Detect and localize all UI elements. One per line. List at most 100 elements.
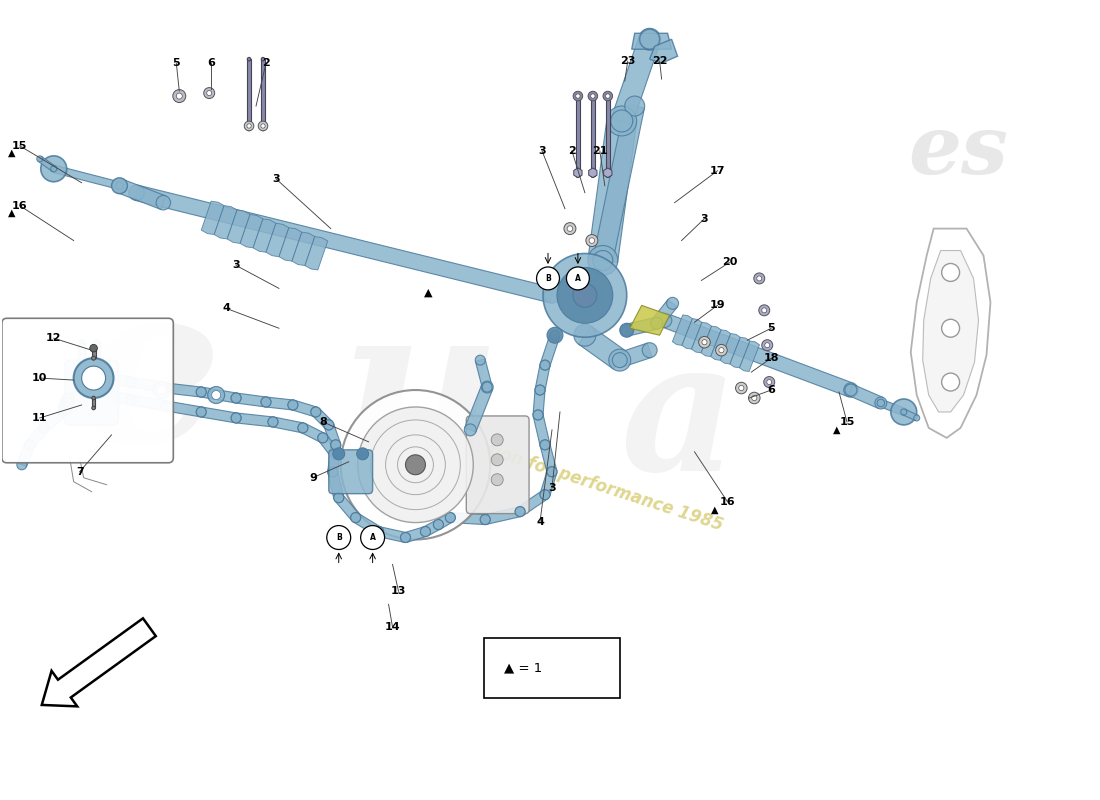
Polygon shape [292,400,317,417]
Text: A: A [370,533,375,542]
Circle shape [603,91,613,101]
Circle shape [268,417,278,427]
Polygon shape [682,318,702,349]
Circle shape [91,356,96,360]
Circle shape [535,385,544,395]
Circle shape [231,393,241,403]
Circle shape [481,514,491,525]
Circle shape [211,390,221,399]
Polygon shape [53,165,120,190]
Text: ▲: ▲ [8,148,15,158]
Circle shape [173,90,186,102]
Polygon shape [279,228,301,261]
Text: 17: 17 [710,166,725,176]
Circle shape [156,195,170,210]
Circle shape [942,373,959,391]
Text: u: u [340,292,502,508]
Circle shape [667,298,679,310]
Circle shape [36,156,43,162]
Circle shape [762,308,767,313]
Circle shape [759,305,770,316]
Polygon shape [324,423,340,446]
Circle shape [613,353,627,368]
Polygon shape [540,443,557,473]
Text: 5: 5 [768,323,776,334]
Polygon shape [26,425,47,448]
Polygon shape [91,398,96,408]
Text: 12: 12 [46,334,62,343]
Circle shape [544,288,560,303]
Circle shape [698,337,711,348]
Circle shape [534,410,543,420]
Polygon shape [629,306,670,335]
Circle shape [208,386,224,403]
Circle shape [333,493,343,502]
Circle shape [112,178,126,193]
Polygon shape [450,513,485,525]
Circle shape [537,267,560,290]
Polygon shape [424,520,441,536]
Circle shape [318,433,328,443]
Circle shape [204,87,214,98]
Circle shape [207,90,211,95]
Circle shape [515,506,525,517]
Text: 3: 3 [272,174,279,184]
Circle shape [540,490,550,500]
Polygon shape [240,214,263,248]
Circle shape [162,401,172,411]
Text: a passion for performance 1985: a passion for performance 1985 [434,425,725,534]
Text: 3: 3 [548,482,556,493]
Polygon shape [253,219,276,252]
Circle shape [492,474,503,486]
Text: 8: 8 [319,417,327,427]
Circle shape [400,533,410,542]
Polygon shape [534,414,550,446]
Circle shape [374,526,384,537]
Text: 11: 11 [32,413,47,423]
Circle shape [111,178,128,194]
Circle shape [901,409,906,415]
Circle shape [433,519,443,530]
Circle shape [543,254,627,338]
Circle shape [126,395,136,405]
Circle shape [78,362,85,369]
Polygon shape [612,36,660,125]
Circle shape [328,466,338,477]
Circle shape [540,440,550,450]
Circle shape [475,355,485,365]
Text: 15: 15 [839,417,855,427]
FancyBboxPatch shape [466,416,529,514]
Text: 4: 4 [536,517,544,526]
Polygon shape [214,206,238,239]
Circle shape [575,94,580,98]
Circle shape [331,440,341,450]
Polygon shape [591,96,595,176]
Polygon shape [300,423,324,442]
Circle shape [481,381,493,393]
Text: ▲: ▲ [8,208,15,218]
Circle shape [650,318,662,330]
Text: B: B [546,274,551,283]
Polygon shape [377,526,407,542]
Polygon shape [353,514,382,536]
Polygon shape [305,237,328,270]
Polygon shape [266,223,289,257]
Polygon shape [848,385,883,409]
Circle shape [196,407,206,417]
Polygon shape [692,322,712,353]
Circle shape [845,384,857,396]
Text: es: es [909,111,1009,191]
Circle shape [535,385,544,395]
Circle shape [91,406,96,410]
Circle shape [126,377,136,387]
Circle shape [81,366,106,390]
Circle shape [620,324,632,336]
Polygon shape [540,470,557,496]
Circle shape [844,383,858,398]
Polygon shape [106,373,132,387]
Circle shape [248,127,251,130]
Circle shape [328,466,338,477]
Polygon shape [94,343,100,365]
Polygon shape [464,385,493,432]
Circle shape [333,493,343,502]
